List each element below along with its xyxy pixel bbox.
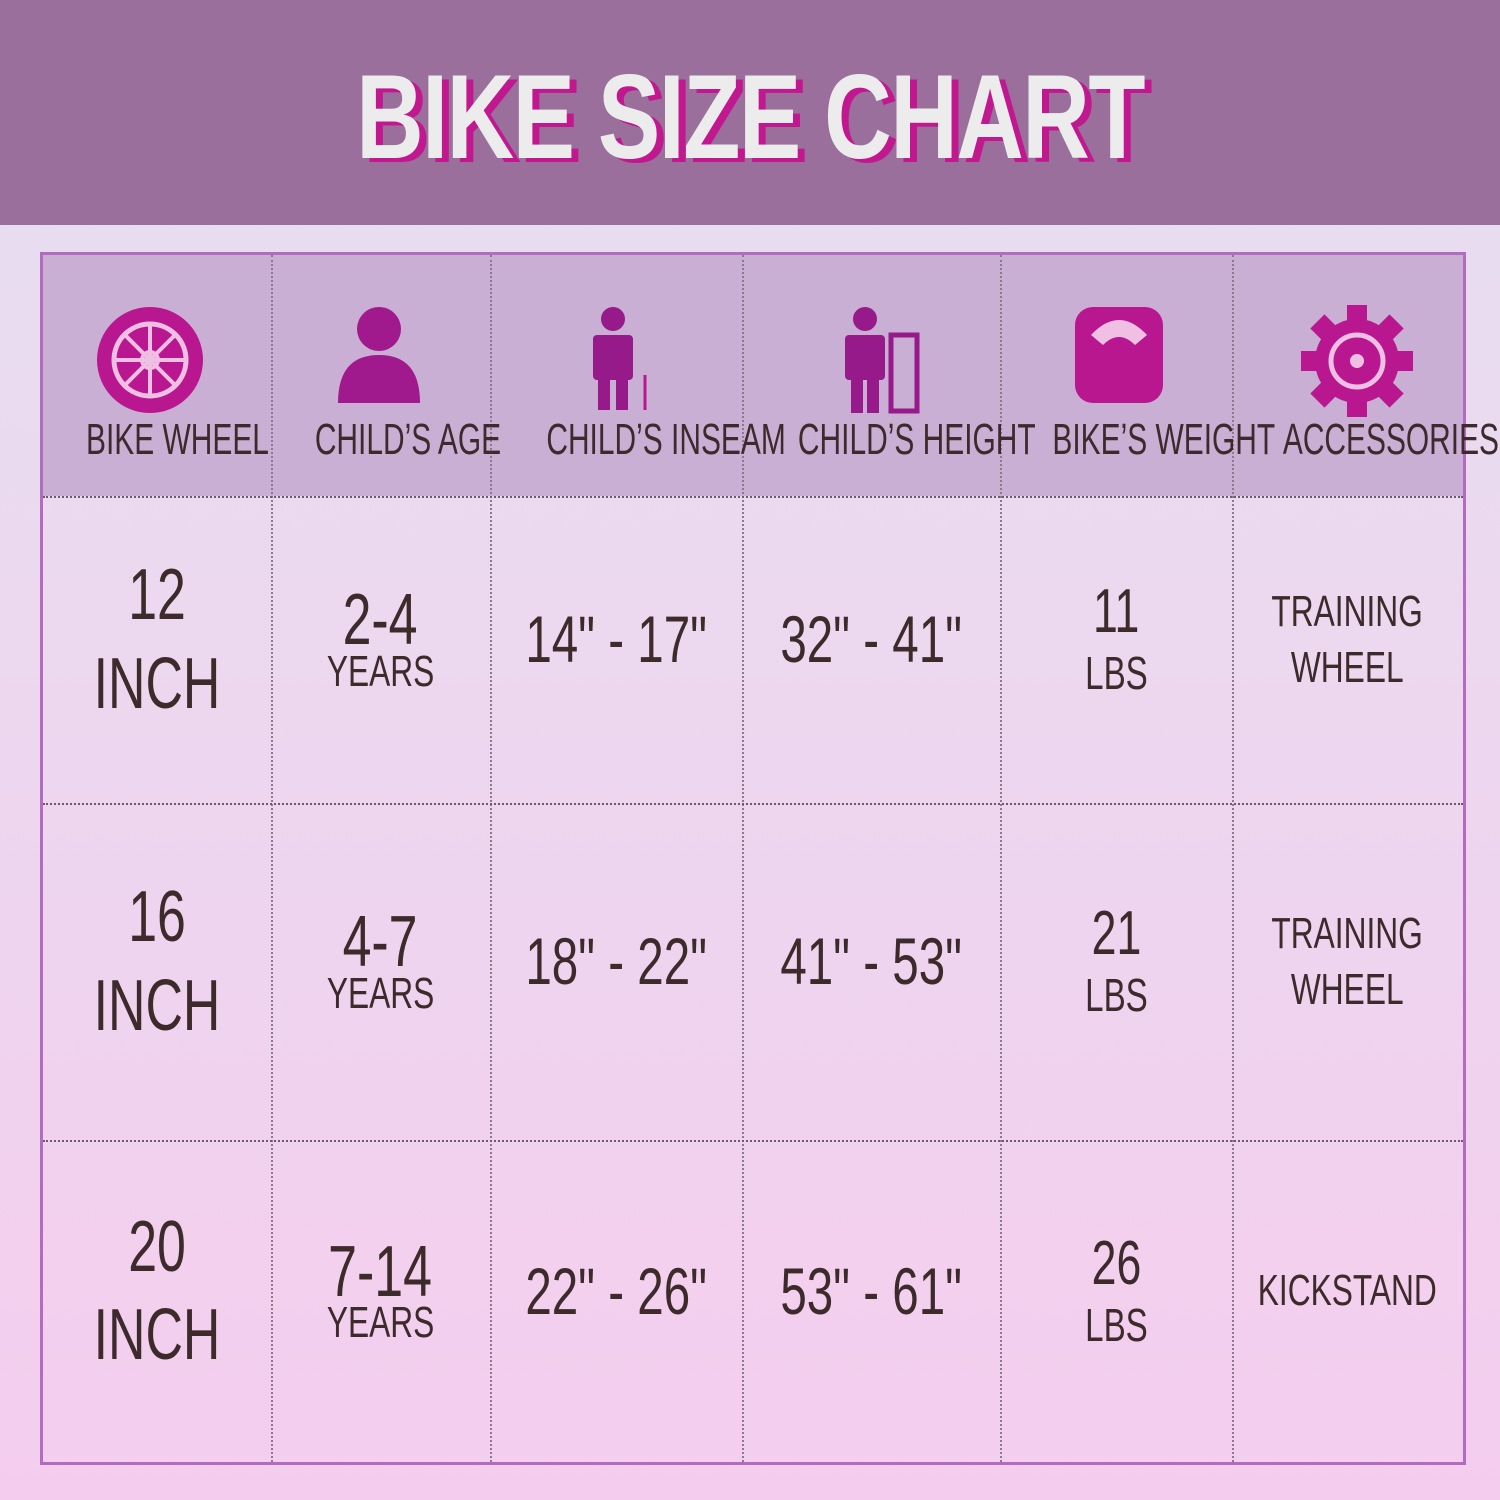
size-table: BIKE WHEEL CHILD’S AGE CHILD’S INSEAM CHILD… [40,252,1499,1465]
table-cell: 26 LBS [1000,1140,1232,1442]
row-divider [43,496,1463,498]
cell-text: YEARS [326,646,435,696]
column-header: CHILD’S AGE [271,415,501,465]
column-header-text: CHILD’S HEIGHT [797,415,1036,464]
table-cell: TRAINING WHEEL [1232,803,1463,1120]
cell-text: KICKSTAND [1258,1266,1437,1316]
cell-text: 26 [1091,1228,1141,1298]
cell-text: INCH [93,643,221,724]
column-divider [1232,255,1234,1462]
table-cell: 7-14 YEARS [271,1140,490,1442]
cell-text: INCH [93,1295,221,1375]
cell-text: 53" - 61" [780,1253,962,1328]
cell-text: YEARS [326,968,435,1018]
cell-text: 41" - 53" [780,924,962,999]
cell-text: YEARS [326,1298,435,1348]
column-header-text: BIKE’S WEIGHT [1052,415,1276,464]
table-cell: 41" - 53" [742,803,1000,1120]
table-cell: 12 INCH [43,496,271,783]
title-text: BIKE SIZE CHART [356,50,1145,184]
cell-text: WHEEL [1291,642,1404,692]
table-cell: 4-7 YEARS [271,803,490,1120]
column-header-text: BIKE WHEEL [86,415,269,464]
row-divider [43,1140,1463,1142]
header-band [0,0,1500,225]
table-cell: 53" - 61" [742,1140,1000,1442]
column-divider [742,255,744,1462]
gear-icon [1301,305,1413,417]
cell-text: 2-4 [343,580,418,661]
column-header: CHILD’S HEIGHT [742,415,1036,465]
column-header: CHILD’S INSEAM [490,415,785,465]
cell-text: TRAINING [1271,908,1424,958]
person-icon [338,307,420,403]
cell-text: WHEEL [1291,964,1404,1014]
column-header-text: CHILD’S AGE [314,415,502,464]
height-icon [845,307,920,414]
title: BIKE SIZE CHART [0,48,1500,186]
inseam-icon [593,307,647,410]
table-cell: 16 INCH [43,803,271,1120]
column-header-text: ACCESSORIES [1282,415,1500,464]
cell-text: 14" - 17" [525,602,707,677]
cell-text: 32" - 41" [780,602,962,677]
column-divider [490,255,492,1462]
column-divider [1000,255,1002,1462]
column-header: BIKE’S WEIGHT [1000,415,1275,465]
cell-text: 16 [128,877,186,958]
cell-text: LBS [1084,1298,1148,1351]
cell-text: TRAINING [1271,586,1424,636]
column-header: BIKE WHEEL [43,415,271,465]
table-cell: 32" - 41" [742,496,1000,783]
column-header-text: CHILD’S INSEAM [546,415,786,464]
column-divider [271,255,273,1462]
wheel-icon [97,307,203,413]
header-row [43,255,1463,496]
table-cell: 21 LBS [1000,803,1232,1120]
cell-text: 12 [128,555,186,636]
row-divider [43,803,1463,805]
table-cell: 18" - 22" [490,803,742,1120]
cell-text: LBS [1084,969,1148,1022]
table-cell: 11 LBS [1000,496,1232,783]
scale-icon [1075,307,1163,403]
cell-text: LBS [1084,647,1148,700]
cell-text: 11 [1092,577,1140,647]
table-cell: 20 INCH [43,1140,271,1442]
cell-text: 7-14 [328,1231,433,1312]
cell-text: 21 [1091,899,1141,969]
cell-text: INCH [93,965,221,1046]
table-cell: KICKSTAND [1232,1140,1463,1442]
table-cell: TRAINING WHEEL [1232,496,1463,783]
cell-text: 22" - 26" [525,1253,707,1328]
cell-text: 18" - 22" [525,924,707,999]
table-cell: 14" - 17" [490,496,742,783]
table-cell: 2-4 YEARS [271,496,490,783]
column-header: ACCESSORIES [1232,415,1499,465]
cell-text: 20 [128,1206,186,1287]
table-cell: 22" - 26" [490,1140,742,1442]
cell-text: 4-7 [343,902,418,983]
